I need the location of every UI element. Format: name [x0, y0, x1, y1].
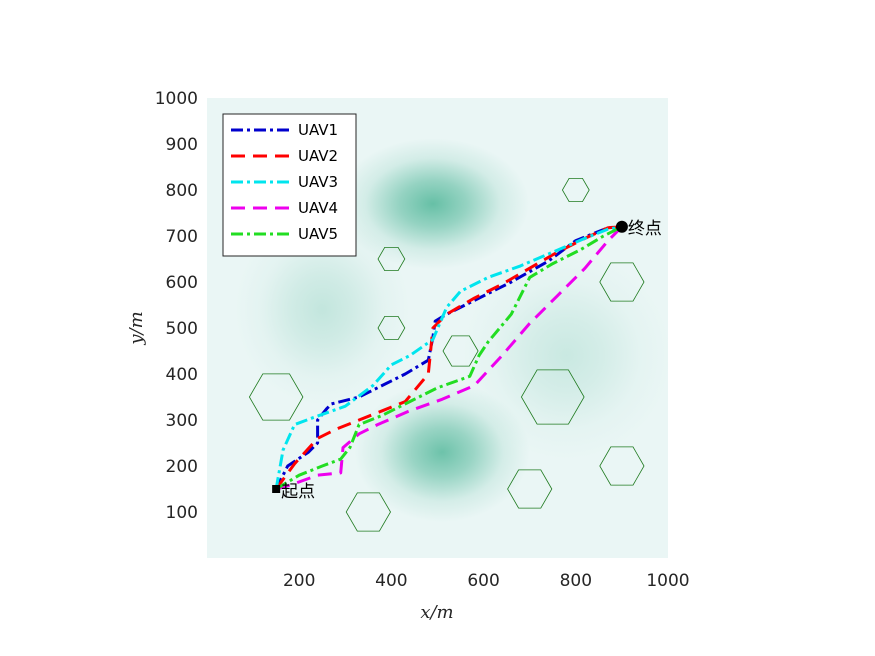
- x-tick-label: 200: [283, 571, 315, 591]
- y-tick-label: 300: [166, 411, 198, 431]
- obstacle-layer: [248, 177, 645, 532]
- tick-layer: 200 400 600 800 1000 100 200 300 400 500 600 700 800…: [155, 89, 690, 591]
- legend: UAV1 UAV2 UAV3 UAV4 UAV5: [222, 113, 357, 257]
- x-tick-label: 600: [467, 571, 499, 591]
- threat-peak: [234, 213, 410, 406]
- x-tick-label: 400: [375, 571, 407, 591]
- obstacle-hexagon: [599, 446, 645, 486]
- threat-peak: [336, 138, 530, 270]
- obstacle-hexagon: [507, 469, 553, 509]
- x-tick-label: 800: [560, 571, 592, 591]
- y-tick-label: 200: [166, 457, 198, 477]
- legend-label-uav3: UAV3: [298, 173, 338, 191]
- series-line-uav3: [274, 225, 623, 490]
- obstacle-hexagon: [561, 177, 590, 203]
- obstacle-hexagon: [377, 246, 406, 272]
- y-tick-label: 500: [166, 319, 198, 339]
- obstacle-hexagon: [248, 373, 304, 421]
- x-axis-title: x/m: [420, 602, 453, 623]
- y-tick-label: 1000: [155, 89, 198, 109]
- end-marker: [615, 220, 628, 233]
- legend-box: [222, 113, 357, 257]
- start-marker: [272, 485, 281, 493]
- end-label: 终点: [628, 219, 662, 239]
- series-line-uav4: [275, 225, 623, 491]
- y-tick-label: 700: [166, 227, 198, 247]
- obstacle-hexagon: [345, 492, 391, 532]
- start-label: 起点: [281, 482, 315, 502]
- y-tick-label: 800: [166, 181, 198, 201]
- obstacle-hexagon: [442, 335, 479, 367]
- x-tick-label: 1000: [646, 571, 689, 591]
- marker-layer: 起点 终点: [272, 219, 662, 502]
- series-line-uav2: [274, 225, 622, 490]
- legend-label-uav1: UAV1: [298, 121, 338, 139]
- obstacle-hexagon: [599, 262, 645, 302]
- legend-label-uav5: UAV5: [298, 225, 338, 243]
- legend-items: UAV1 UAV2 UAV3 UAV4 UAV5: [231, 121, 338, 243]
- y-tick-label: 100: [166, 503, 198, 523]
- y-axis-title: y/m: [126, 311, 147, 345]
- obstacle-hexagon: [377, 315, 406, 341]
- threat-peak: [461, 250, 668, 461]
- y-tick-label: 400: [166, 365, 198, 385]
- y-tick-label: 900: [166, 135, 198, 155]
- series-layer: [274, 225, 623, 491]
- series-line-uav5: [275, 225, 623, 491]
- obstacle-hexagon: [520, 369, 585, 425]
- legend-label-uav4: UAV4: [298, 199, 338, 217]
- legend-label-uav2: UAV2: [298, 147, 338, 165]
- y-tick-label: 600: [166, 273, 198, 293]
